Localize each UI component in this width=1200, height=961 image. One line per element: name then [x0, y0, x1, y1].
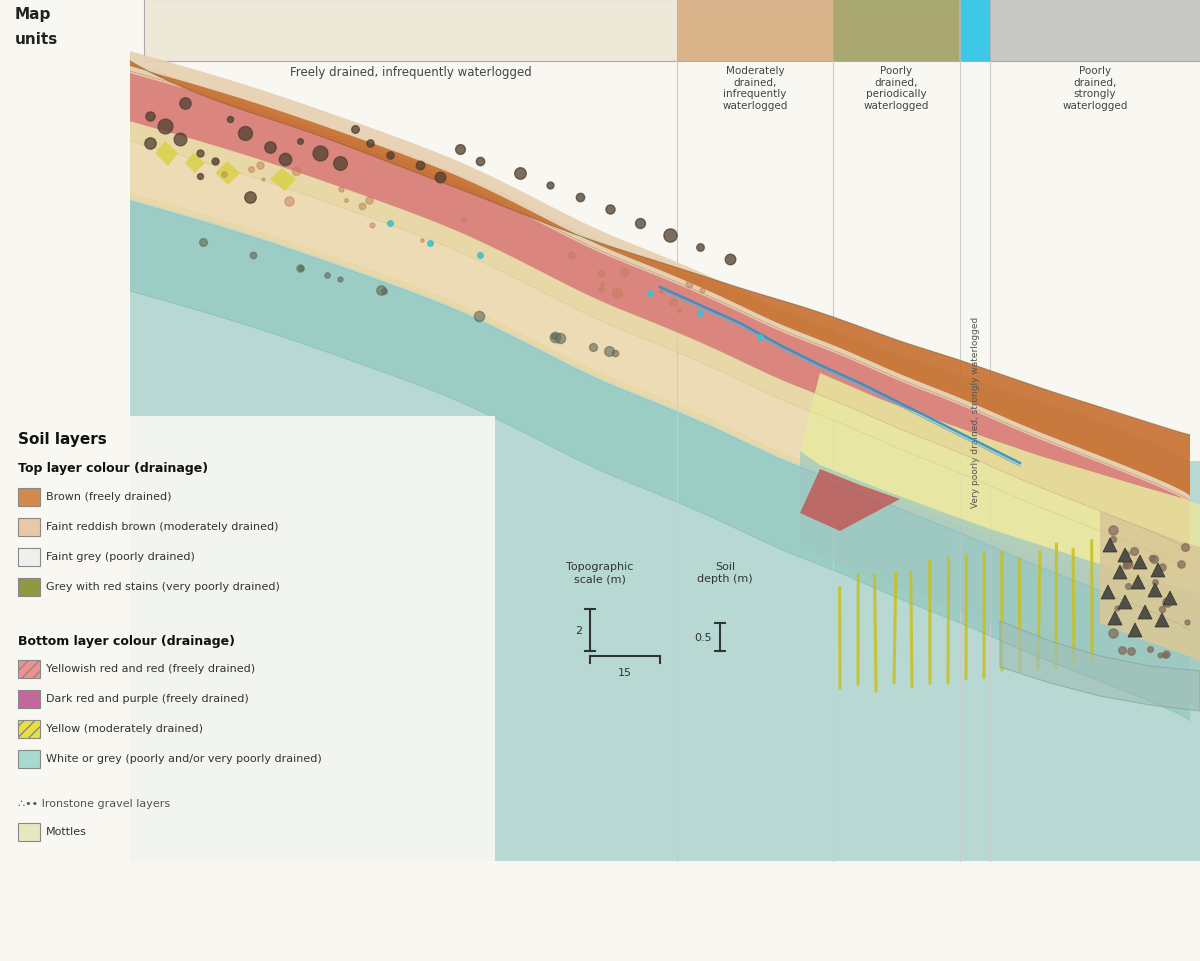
Text: Mottles: Mottles	[46, 826, 86, 836]
Bar	[18, 549, 40, 566]
Polygon shape	[130, 142, 1190, 624]
Polygon shape	[130, 62, 1200, 861]
Polygon shape	[1128, 624, 1142, 637]
Polygon shape	[1118, 549, 1132, 562]
Text: Yellow (moderately drained): Yellow (moderately drained)	[46, 724, 203, 733]
Polygon shape	[130, 52, 1190, 504]
Polygon shape	[1148, 583, 1162, 598]
Text: Faint grey (poorly drained): Faint grey (poorly drained)	[46, 552, 194, 561]
Polygon shape	[1103, 538, 1117, 553]
Bar	[144, 0, 678, 62]
Text: 2: 2	[575, 626, 582, 635]
Bar	[18, 690, 40, 708]
Text: Yellowish red and red (freely drained): Yellowish red and red (freely drained)	[46, 663, 256, 674]
Polygon shape	[270, 169, 296, 192]
Bar	[833, 0, 959, 62]
Polygon shape	[1151, 563, 1165, 578]
Text: White or grey (poorly and/or very poorly drained): White or grey (poorly and/or very poorly…	[46, 753, 322, 763]
Polygon shape	[130, 72, 1190, 552]
Text: Faint reddish brown (moderately drained): Faint reddish brown (moderately drained)	[46, 522, 278, 531]
Bar	[144, 0, 1200, 62]
Polygon shape	[215, 161, 240, 185]
Polygon shape	[130, 202, 1190, 722]
Bar	[5, 416, 496, 956]
Polygon shape	[185, 154, 205, 174]
Bar	[990, 0, 1200, 62]
Bar	[18, 751, 40, 768]
Text: Grey with red stains (very poorly drained): Grey with red stains (very poorly draine…	[46, 581, 280, 591]
Text: Poorly
drained,
periodically
waterlogged: Poorly drained, periodically waterlogged	[863, 66, 929, 111]
Bar	[18, 519, 40, 536]
Polygon shape	[1133, 555, 1147, 570]
Text: Map: Map	[14, 7, 52, 21]
Bar	[677, 0, 833, 62]
Polygon shape	[800, 374, 1200, 611]
Text: Brown (freely drained): Brown (freely drained)	[46, 491, 172, 502]
Bar	[18, 720, 40, 738]
Polygon shape	[1000, 622, 1200, 711]
Bar	[960, 0, 990, 62]
Polygon shape	[1154, 613, 1169, 628]
Polygon shape	[1132, 576, 1145, 589]
Bar	[18, 488, 40, 506]
Text: Dark red and purple (freely drained): Dark red and purple (freely drained)	[46, 693, 248, 703]
Text: 15: 15	[618, 667, 632, 678]
Text: 0.5: 0.5	[695, 632, 712, 642]
Polygon shape	[1118, 596, 1132, 609]
Polygon shape	[1102, 585, 1115, 600]
Text: units: units	[14, 33, 59, 47]
Text: Topographic
scale (m): Topographic scale (m)	[566, 562, 634, 583]
Polygon shape	[130, 74, 1190, 629]
Text: Poorly
drained,
strongly
waterlogged: Poorly drained, strongly waterlogged	[1062, 66, 1128, 111]
Text: Soil
depth (m): Soil depth (m)	[697, 562, 752, 583]
Polygon shape	[130, 62, 1190, 497]
Polygon shape	[1114, 565, 1127, 579]
Polygon shape	[155, 142, 178, 167]
Bar	[18, 660, 40, 678]
Text: Freely drained, infrequently waterlogged: Freely drained, infrequently waterlogged	[290, 66, 532, 79]
Text: Top layer colour (drainage): Top layer colour (drainage)	[18, 461, 208, 475]
Text: Bottom layer colour (drainage): Bottom layer colour (drainage)	[18, 634, 235, 648]
Polygon shape	[1100, 511, 1200, 661]
Text: Moderately
drained,
infrequently
waterlogged: Moderately drained, infrequently waterlo…	[722, 66, 787, 111]
Bar	[18, 824, 40, 841]
Polygon shape	[1108, 611, 1122, 626]
Polygon shape	[800, 470, 900, 531]
Text: Very poorly drained, strongly waterlogged: Very poorly drained, strongly waterlogge…	[971, 316, 979, 507]
Polygon shape	[1163, 591, 1177, 605]
Text: Soil layers: Soil layers	[18, 431, 107, 447]
Text: ∴•• Ironstone gravel layers: ∴•• Ironstone gravel layers	[18, 799, 170, 808]
Polygon shape	[1138, 605, 1152, 619]
Bar	[18, 579, 40, 597]
Polygon shape	[800, 452, 1200, 711]
